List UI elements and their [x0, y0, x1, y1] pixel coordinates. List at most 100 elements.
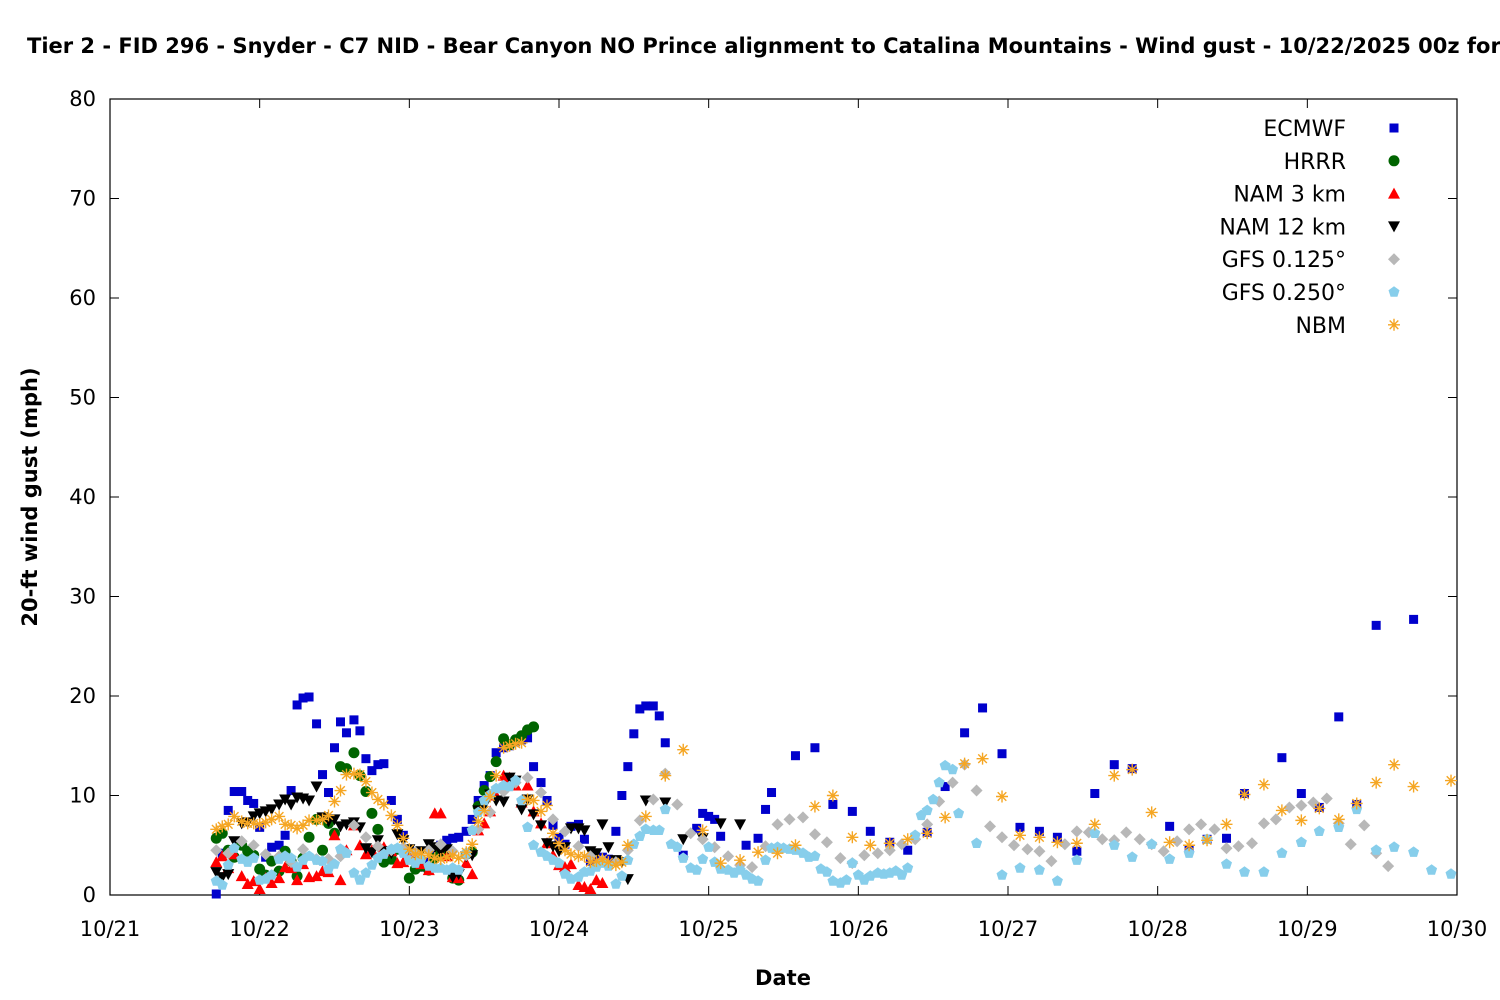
data-point — [328, 814, 341, 826]
data-point — [515, 736, 528, 749]
data-point — [564, 858, 577, 870]
data-point — [484, 790, 497, 803]
data-point — [921, 827, 934, 840]
data-point — [921, 804, 933, 816]
data-point — [609, 859, 622, 872]
data-point — [317, 855, 328, 866]
data-point — [347, 767, 360, 780]
data-point — [360, 867, 372, 878]
data-point — [527, 809, 540, 821]
data-point — [397, 847, 409, 858]
legend-marker — [1388, 253, 1400, 266]
data-point — [1013, 829, 1026, 842]
data-point — [216, 827, 228, 839]
data-point — [291, 874, 304, 886]
data-point — [1445, 774, 1458, 787]
data-point — [535, 786, 548, 799]
x-tick-label: 10/30 — [1427, 917, 1488, 941]
x-tick-label: 10/22 — [229, 917, 290, 941]
data-point — [840, 874, 852, 885]
data-point — [635, 704, 645, 714]
data-point — [547, 841, 560, 853]
data-point — [1238, 788, 1251, 801]
data-point — [310, 814, 323, 827]
data-point — [1222, 833, 1232, 843]
data-point — [809, 850, 821, 861]
data-point — [367, 766, 377, 776]
data-point — [971, 837, 983, 848]
data-point — [692, 823, 702, 833]
data-point — [372, 823, 384, 835]
x-tick-label: 10/29 — [1277, 917, 1338, 941]
data-point — [466, 868, 479, 880]
data-point — [1258, 866, 1270, 877]
data-point — [958, 757, 971, 770]
data-point — [521, 779, 534, 791]
data-point — [527, 794, 540, 807]
data-point — [324, 788, 334, 798]
data-point — [1165, 821, 1175, 831]
data-point — [478, 817, 491, 829]
data-point — [267, 842, 277, 852]
data-point — [291, 822, 304, 835]
y-tick-label: 60 — [69, 286, 96, 310]
data-point — [472, 815, 485, 828]
data-point — [746, 861, 759, 874]
data-point — [259, 816, 272, 829]
data-point — [617, 791, 627, 800]
legend-marker — [1388, 221, 1400, 233]
data-point — [1257, 778, 1270, 791]
data-point — [523, 733, 533, 743]
data-point — [303, 831, 315, 843]
data-point — [528, 721, 540, 733]
data-point — [903, 845, 913, 855]
data-point — [1408, 846, 1420, 857]
data-point — [996, 790, 1009, 803]
data-point — [247, 811, 260, 823]
data-point — [641, 701, 651, 711]
data-point — [521, 793, 534, 806]
data-point — [648, 701, 658, 711]
data-point — [698, 808, 708, 818]
data-point — [808, 828, 821, 841]
data-point — [428, 852, 441, 865]
data-point — [704, 811, 714, 821]
x-axis-title: Date — [755, 966, 811, 990]
data-point — [834, 852, 847, 865]
data-point — [1051, 836, 1064, 849]
data-point — [578, 825, 591, 837]
data-point — [710, 814, 720, 824]
y-tick-label: 80 — [69, 87, 96, 111]
data-point — [714, 857, 727, 870]
data-point — [353, 768, 366, 781]
data-point — [461, 826, 471, 836]
data-point — [535, 820, 548, 832]
data-point — [422, 849, 435, 862]
data-point — [279, 818, 292, 831]
data-point — [467, 814, 477, 824]
data-point — [1070, 837, 1083, 850]
data-point — [771, 847, 784, 860]
data-point — [1145, 806, 1158, 819]
legend-marker — [1388, 187, 1400, 199]
data-point — [572, 840, 585, 853]
data-point — [361, 754, 371, 764]
legend-marker — [1388, 155, 1400, 167]
data-point — [397, 832, 410, 845]
data-point — [602, 856, 615, 869]
data-point — [347, 819, 360, 832]
data-point — [553, 837, 565, 850]
data-point — [210, 867, 223, 879]
y-tick-label: 30 — [69, 585, 96, 609]
data-point — [310, 781, 323, 793]
data-point — [310, 870, 323, 882]
data-point — [273, 872, 286, 884]
data-point — [386, 795, 396, 805]
legend-marker — [1388, 318, 1400, 331]
data-point — [365, 786, 378, 799]
data-point — [1058, 838, 1071, 851]
data-point — [615, 856, 628, 869]
chart-title: Tier 2 - FID 296 - Snyder - C7 NID - Bea… — [27, 34, 1500, 58]
data-point — [1295, 814, 1308, 827]
